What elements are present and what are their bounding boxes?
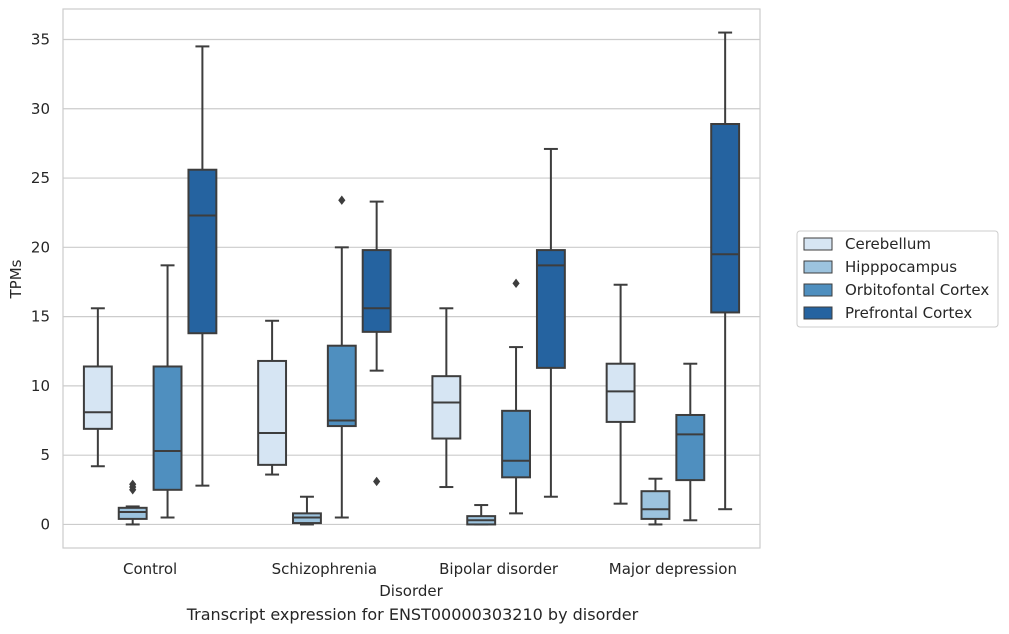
x-tick-label: Major depression: [609, 560, 737, 578]
box-body: [257, 359, 288, 466]
outlier-point: [129, 479, 137, 489]
legend-label: Orbitofontal Cortex: [845, 281, 989, 299]
outlier-point: [512, 278, 520, 289]
box-prefrontal-cortex-0: [187, 45, 218, 487]
box-body: [326, 344, 357, 428]
x-tick-labels: Control Schizophrenia Bipolar disorder Majo…: [123, 560, 737, 578]
legend-label: Prefrontal Cortex: [845, 304, 972, 322]
y-tick-label: 5: [40, 446, 50, 464]
legend-label: Hipppocampus: [845, 258, 957, 276]
x-axis-label: Disorder: [379, 582, 443, 600]
outlier-point: [373, 476, 381, 487]
x-tick-label: Control: [123, 560, 177, 578]
y-axis-label: TPMs: [7, 259, 25, 299]
box-body: [640, 490, 671, 520]
y-tick-label: 20: [31, 238, 50, 256]
box-cerebellum-0: [82, 307, 113, 468]
legend-label: Cerebellum: [845, 235, 931, 253]
legend-swatch: [803, 260, 833, 274]
x-tick-label: Bipolar disorder: [439, 560, 559, 578]
y-tick-label: 15: [31, 308, 50, 326]
box-hipppocampus-1: [292, 495, 322, 526]
box-body: [152, 365, 183, 491]
y-tick-label: 10: [31, 377, 50, 395]
box-orbitofontal-cortex-1: [326, 195, 357, 519]
legend-swatch: [803, 237, 833, 251]
legend: Cerebellum Hipppocampus Orbitofontal Corte…: [796, 230, 999, 328]
box-body: [710, 123, 741, 314]
box-cerebellum-3: [605, 283, 636, 505]
y-tick-label: 30: [31, 100, 50, 118]
box-body: [535, 249, 566, 369]
box-body: [431, 375, 462, 440]
box-body: [605, 362, 636, 423]
box-orbitofontal-cortex-0: [152, 264, 183, 519]
y-tick-label: 0: [40, 515, 50, 533]
y-tick-labels: 0 5 10 15 20 25 30 35: [31, 30, 50, 533]
box-body: [675, 413, 706, 482]
box-orbitofontal-cortex-2: [501, 278, 531, 515]
box-prefrontal-cortex-1: [361, 200, 392, 487]
box-hipppocampus-2: [466, 504, 497, 526]
box-hipppocampus-0: [117, 479, 148, 526]
box-body: [501, 409, 531, 479]
legend-frame: [796, 230, 999, 328]
y-tick-label: 25: [31, 169, 50, 187]
box-plots: [82, 31, 741, 526]
legend-swatch: [803, 283, 833, 297]
x-tick-label: Schizophrenia: [272, 560, 377, 578]
box-body: [117, 506, 148, 520]
box-hipppocampus-3: [640, 477, 671, 526]
box-orbitofontal-cortex-3: [675, 362, 706, 522]
legend-swatch: [803, 306, 833, 320]
box-body: [361, 249, 392, 333]
outlier-point: [338, 195, 346, 205]
box-body: [82, 365, 113, 430]
figure-caption: Transcript expression for ENST0000030321…: [186, 605, 639, 624]
box-cerebellum-1: [257, 319, 288, 476]
plot-frame: [62, 8, 761, 549]
box-body: [187, 168, 218, 335]
box-prefrontal-cortex-3: [710, 31, 741, 511]
box-prefrontal-cortex-2: [535, 147, 566, 498]
box-cerebellum-2: [431, 307, 462, 489]
y-tick-label: 35: [31, 30, 50, 48]
